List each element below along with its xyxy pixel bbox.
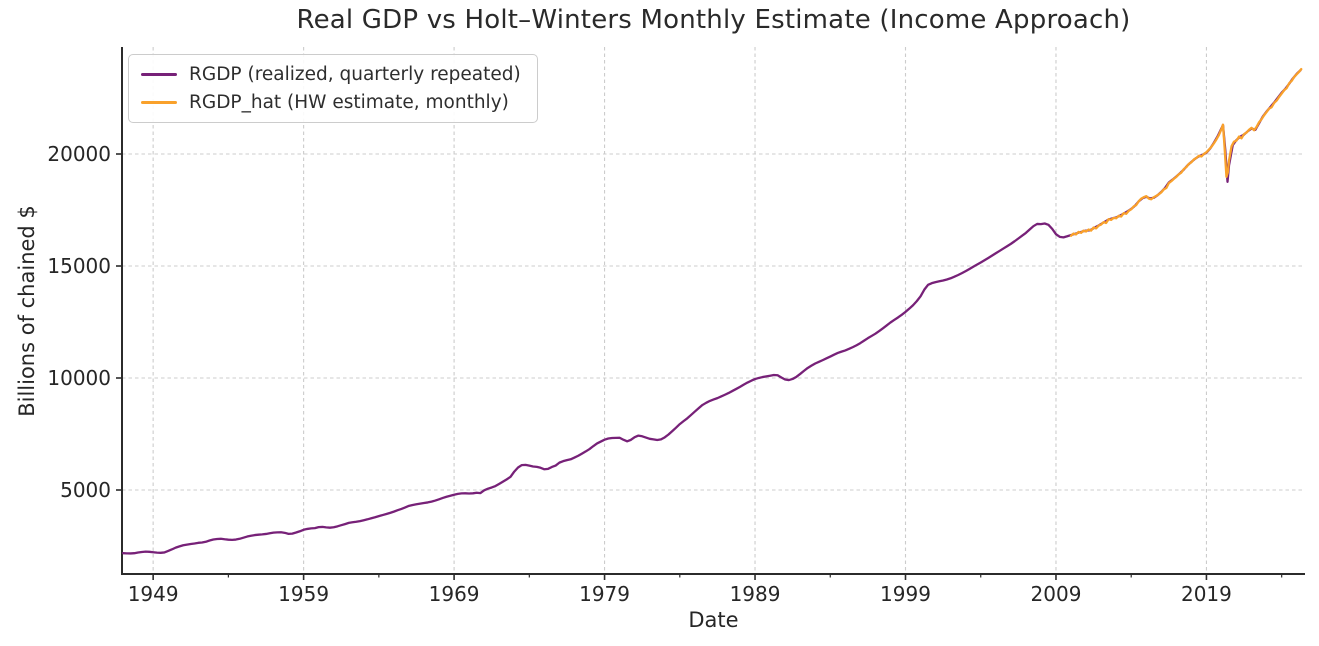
legend-entry-rgdp: RGDP (realized, quarterly repeated) <box>141 64 521 85</box>
x-tick-label: 2009 <box>1031 582 1082 606</box>
series-line-rgdp <box>121 69 1302 555</box>
x-tick-label: 1989 <box>730 582 781 606</box>
y-tick-label: 10000 <box>47 366 111 390</box>
x-tick-label: 1959 <box>278 582 329 606</box>
x-tick-label: 1969 <box>429 582 480 606</box>
legend-swatch-rgdp-icon <box>141 72 177 77</box>
x-tick-label: 1949 <box>128 582 179 606</box>
x-tick-label: 2019 <box>1181 582 1232 606</box>
y-tick-label: 20000 <box>47 142 111 166</box>
x-tick-label: 1999 <box>880 582 931 606</box>
legend-swatch-rgdp-hat-icon <box>141 100 177 105</box>
legend: RGDP (realized, quarterly repeated) RGDP… <box>128 54 538 123</box>
chart-title: Real GDP vs Holt–Winters Monthly Estimat… <box>296 5 1131 35</box>
series-line-rgdp_hat <box>1069 67 1303 237</box>
y-tick-label: 15000 <box>47 254 111 278</box>
legend-label-rgdp-hat: RGDP_hat (HW estimate, monthly) <box>189 92 509 113</box>
y-axis-label: Billions of chained $ <box>15 205 39 417</box>
legend-label-rgdp: RGDP (realized, quarterly repeated) <box>189 64 521 85</box>
y-tick-label: 5000 <box>60 478 111 502</box>
x-tick-label: 1979 <box>579 582 630 606</box>
legend-entry-rgdp-hat: RGDP_hat (HW estimate, monthly) <box>141 92 521 113</box>
x-axis-label: Date <box>688 608 739 632</box>
